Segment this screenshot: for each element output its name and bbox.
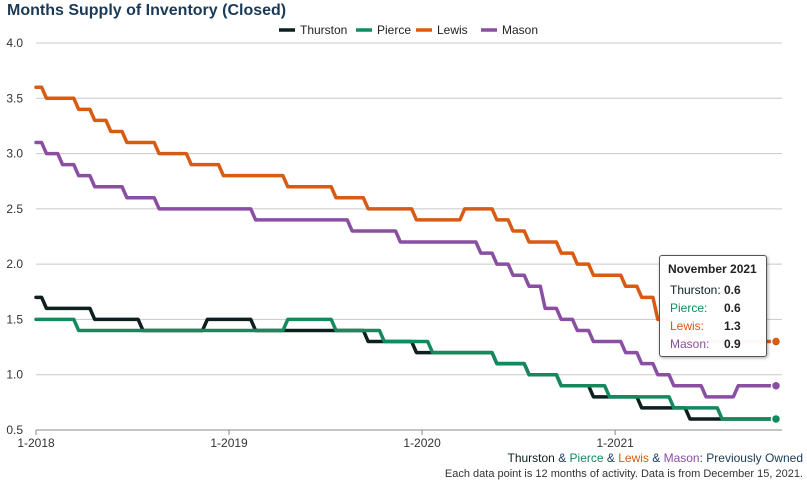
legend-item-pierce[interactable]: Pierce bbox=[356, 23, 411, 37]
tooltip-title: November 2021 bbox=[668, 262, 757, 276]
legend-label-thurston: Thurston bbox=[300, 23, 347, 37]
legend-item-thurston[interactable]: Thurston bbox=[279, 23, 347, 37]
footer-series-note: Thurston & Pierce & Lewis & Mason: Previ… bbox=[508, 451, 804, 465]
end-point-pierce bbox=[770, 413, 782, 425]
footer-name-mason: Mason bbox=[663, 451, 700, 465]
hover-tooltip: November 2021 Thurston: 0.6 Pierce: 0.6 … bbox=[659, 255, 767, 357]
footer-suffix: : Previously Owned bbox=[699, 451, 803, 465]
y-tick-label: 0.5 bbox=[6, 423, 23, 437]
footer-name-thurston: Thurston bbox=[507, 451, 555, 465]
y-tick-label: 3.0 bbox=[6, 147, 23, 161]
gridlines bbox=[36, 42, 782, 431]
footer-name-pierce: Pierce bbox=[569, 451, 604, 465]
x-tick-label: 1-2018 bbox=[17, 436, 55, 450]
legend-item-lewis[interactable]: Lewis bbox=[416, 23, 468, 37]
y-tick-label: 3.5 bbox=[6, 91, 23, 105]
series-line-pierce bbox=[34, 317, 778, 421]
legend[interactable]: Thurston Pierce Lewis Mason bbox=[279, 23, 538, 37]
legend-label-mason: Mason bbox=[502, 23, 538, 37]
chart-title: Months Supply of Inventory (Closed) bbox=[7, 2, 287, 19]
tooltip-label-lewis: Lewis: bbox=[670, 319, 705, 333]
tooltip-value-thurston: 0.6 bbox=[724, 283, 741, 297]
footer-separator: & bbox=[554, 451, 570, 465]
end-point-mason bbox=[770, 380, 782, 392]
y-tick-label: 4.0 bbox=[6, 36, 23, 50]
y-tick-label: 1.0 bbox=[6, 368, 23, 382]
series-line-lewis bbox=[34, 85, 778, 344]
footer-separator: & bbox=[603, 451, 619, 465]
legend-item-mason[interactable]: Mason bbox=[481, 23, 538, 37]
axes: 0.5 1.0 1.5 2.0 2.5 3.0 3.5 4.0 1-2018 1-2019 1-20… bbox=[6, 36, 782, 450]
tooltip-value-lewis: 1.3 bbox=[724, 319, 741, 333]
y-tick-label: 1.5 bbox=[6, 312, 23, 326]
y-tick-label: 2.0 bbox=[6, 257, 23, 271]
footer-name-lewis: Lewis bbox=[618, 451, 649, 465]
tooltip-label-thurston: Thurston: bbox=[670, 283, 721, 297]
legend-label-pierce: Pierce bbox=[377, 23, 411, 37]
footer-data-note: Each data point is 12 months of activity… bbox=[444, 468, 803, 480]
tooltip-value-mason: 0.9 bbox=[724, 337, 741, 351]
x-tick-label: 1-2021 bbox=[596, 436, 634, 450]
x-tick-label: 1-2019 bbox=[210, 436, 248, 450]
series-lines bbox=[34, 85, 782, 425]
y-tick-label: 2.5 bbox=[6, 202, 23, 216]
tooltip-value-pierce: 0.6 bbox=[724, 301, 741, 315]
x-tick-label: 1-2020 bbox=[403, 436, 441, 450]
series-line-mason bbox=[34, 140, 778, 399]
legend-label-lewis: Lewis bbox=[437, 23, 468, 37]
footer-separator: & bbox=[648, 451, 664, 465]
tooltip-label-mason: Mason: bbox=[670, 337, 710, 351]
end-point-lewis bbox=[770, 336, 782, 347]
tooltip-label-pierce: Pierce: bbox=[670, 301, 708, 315]
